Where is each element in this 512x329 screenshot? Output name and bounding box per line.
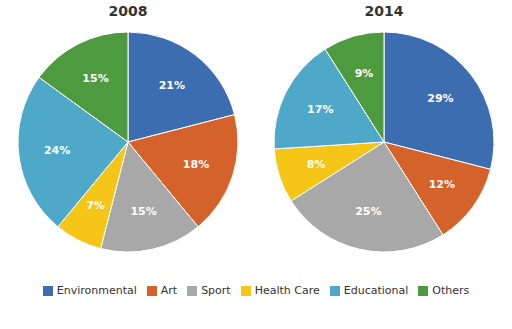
svg-text:12%: 12% xyxy=(429,178,455,191)
html-text:Health Care: Health Care xyxy=(254,284,320,297)
svg-text:29%: 29% xyxy=(427,92,453,105)
svg-text:15%: 15% xyxy=(130,205,156,218)
html-text:Sport: Sport xyxy=(201,284,231,297)
svg-text:15%: 15% xyxy=(82,72,108,85)
svg-text:21%: 21% xyxy=(159,79,185,92)
html-text:Environmental: Environmental xyxy=(56,284,137,297)
html-text:Art: Art xyxy=(160,284,178,297)
svg-text:8%: 8% xyxy=(307,158,326,171)
html-text:2014: 2014 xyxy=(364,3,404,19)
html-text:Others: Others xyxy=(432,284,470,297)
svg-text:17%: 17% xyxy=(307,103,333,116)
html-text:2008: 2008 xyxy=(108,3,148,19)
svg-text:24%: 24% xyxy=(44,144,70,157)
svg-text:18%: 18% xyxy=(183,158,209,171)
html-text:Educational: Educational xyxy=(343,284,409,297)
svg-text:7%: 7% xyxy=(86,199,105,212)
svg-text:25%: 25% xyxy=(355,205,381,218)
svg-text:9%: 9% xyxy=(355,67,374,80)
